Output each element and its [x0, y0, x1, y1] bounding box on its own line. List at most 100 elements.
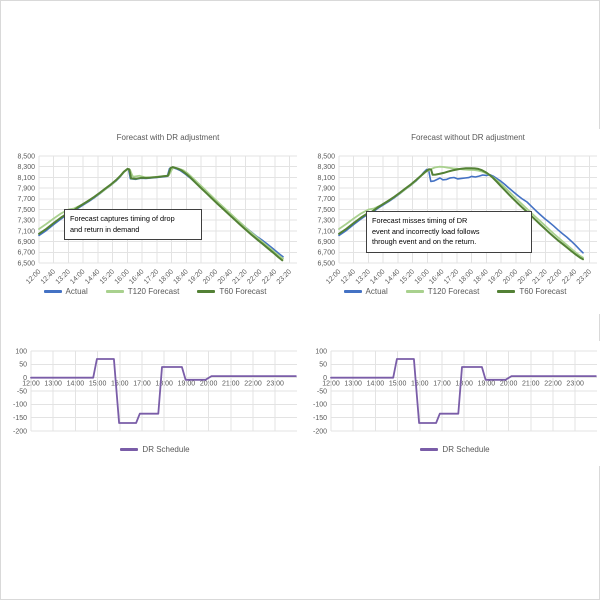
legend-label: Actual	[65, 287, 88, 296]
x-tick-label: 20:00	[200, 381, 218, 388]
y-tick-label: 8,300	[17, 164, 35, 171]
x-tick-label: 19:00	[178, 381, 196, 388]
legend-label: T60 Forecast	[219, 287, 267, 296]
legend: DR Schedule	[309, 445, 600, 454]
y-tick-label: 6,700	[17, 250, 35, 257]
y-tick-label: 7,700	[17, 196, 35, 203]
legend-item-t60-forecast: T60 Forecast	[197, 287, 266, 296]
chart-panel-dr-schedule-left: 100 50 0 -50 -100 -150 -200 12:00 13:00 14:00 15:0…	[9, 341, 301, 466]
y-tick-label: 100	[15, 348, 27, 355]
series-t60-forecast	[338, 167, 584, 261]
legend-label: Actual	[365, 287, 388, 296]
x-tick-label: 21:00	[222, 381, 240, 388]
chart-panel-forecast-with-dr: Forecast with DR adjustment 6,500 6,700 6,…	[9, 129, 301, 314]
dr-schedule-chart: 100 50 0 -50 -100 -150 -200 12:00 13:00 14:00 15:0…	[313, 348, 597, 435]
legend-item-dr-schedule: DR Schedule	[120, 445, 190, 454]
legend-marker-line	[420, 448, 439, 451]
y-tick-label: 100	[315, 348, 327, 355]
y-tick-label: 6,500	[17, 260, 35, 267]
x-tick-label: 18:00	[455, 381, 473, 388]
legend: Actual T120 Forecast T60 Forecast	[309, 287, 600, 296]
x-tick-label: 20:00	[500, 381, 518, 388]
x-tick-label: 15:00	[389, 381, 407, 388]
y-tick-label: 7,900	[317, 186, 335, 193]
legend-item-dr-schedule: DR Schedule	[420, 445, 490, 454]
x-tick-label: 15:00	[89, 381, 107, 388]
legend-marker-line	[405, 290, 424, 293]
legend-item-t120-forecast: T120 Forecast	[405, 287, 480, 296]
line-chart-without-dr: 6,500 6,700 6,900 7,100 7,300 7,500 7,700 7,900…	[317, 153, 597, 284]
x-tick-label: 13:00	[44, 381, 62, 388]
x-tick-label: 14:00	[367, 381, 385, 388]
y-tick-label: 8,500	[317, 153, 335, 160]
legend-label: T120 Forecast	[427, 287, 480, 296]
y-tick-label: -100	[13, 402, 27, 409]
x-tick-label: 21:00	[522, 381, 540, 388]
x-tick-label: 23:00	[566, 381, 584, 388]
x-tick-label: 13:00	[344, 381, 362, 388]
y-tick-label: -200	[13, 428, 27, 435]
x-tick-label: 16:00	[111, 381, 129, 388]
legend-marker-line	[120, 448, 139, 451]
dr-schedule-chart: 100 50 0 -50 -100 -150 -200 12:00 13:00 14:00 15:0…	[13, 348, 297, 435]
legend-item-actual: Actual	[43, 287, 88, 296]
x-tick-label: 23:00	[266, 381, 284, 388]
x-tick-label: 17:00	[433, 381, 451, 388]
x-tick-label: 23:20	[276, 268, 293, 284]
legend-item-t60-forecast: T60 Forecast	[497, 287, 566, 296]
legend-label: T60 Forecast	[519, 287, 567, 296]
x-tick-label: 22:00	[544, 381, 562, 388]
line-chart-with-dr: 6,500 6,700 6,900 7,100 7,300 7,500 7,700 7,900…	[17, 153, 297, 284]
y-tick-label: 0	[23, 375, 27, 382]
y-tick-label: 7,900	[17, 186, 35, 193]
annotation-box: Forecast captures timing of drop and ret…	[64, 209, 202, 241]
x-tick-label: 16:00	[411, 381, 429, 388]
legend-marker-line	[43, 290, 62, 293]
y-tick-label: -150	[13, 415, 27, 422]
y-tick-label: -50	[317, 388, 327, 395]
legend: DR Schedule	[9, 445, 301, 454]
x-tick-label: 22:00	[244, 381, 262, 388]
y-tick-label: -100	[313, 402, 327, 409]
x-tick-label: 19:00	[478, 381, 496, 388]
y-tick-label: 7,300	[17, 218, 35, 225]
y-tick-label: 6,900	[17, 239, 35, 246]
legend-marker-line	[105, 290, 124, 293]
annotation-box: Forecast misses timing of DR event and i…	[366, 211, 532, 253]
y-tick-label: 8,100	[317, 175, 335, 182]
y-tick-label: 7,700	[317, 196, 335, 203]
y-tick-label: 8,300	[317, 164, 335, 171]
x-tick-label: 14:00	[67, 381, 85, 388]
y-tick-label: 8,500	[17, 153, 35, 160]
chart-title: Forecast with DR adjustment	[116, 133, 220, 142]
y-tick-label: 0	[323, 375, 327, 382]
y-tick-label: -50	[17, 388, 27, 395]
legend-marker-line	[497, 290, 516, 293]
x-tick-label: 12:00	[322, 381, 340, 388]
x-tick-label: 23:20	[576, 268, 593, 284]
chart-title: Forecast without DR adjustment	[411, 133, 525, 142]
legend-label: DR Schedule	[442, 445, 490, 454]
legend-item-actual: Actual	[343, 287, 388, 296]
series-t60-forecast	[38, 166, 284, 262]
y-tick-label: 6,700	[317, 250, 335, 257]
y-tick-label: -150	[313, 415, 327, 422]
legend-marker-line	[343, 290, 362, 293]
x-tick-label: 17:00	[133, 381, 151, 388]
chart-panel-dr-schedule-right: 100 50 0 -50 -100 -150 -200 12:00 13:00 14:00 15:0…	[309, 341, 600, 466]
legend-item-t120-forecast: T120 Forecast	[105, 287, 179, 296]
y-tick-label: 7,100	[317, 228, 335, 235]
x-tick-label: 12:00	[22, 381, 40, 388]
y-tick-label: 7,500	[317, 207, 335, 214]
y-tick-label: -200	[313, 428, 327, 435]
y-tick-label: 7,500	[17, 207, 35, 214]
y-tick-label: 6,500	[317, 260, 335, 267]
y-tick-label: 6,900	[317, 239, 335, 246]
x-tick-label: 18:00	[155, 381, 173, 388]
legend-marker-line	[197, 290, 216, 293]
series-dr-schedule	[330, 358, 597, 424]
y-tick-label: 8,100	[17, 175, 35, 182]
y-tick-label: 7,300	[317, 218, 335, 225]
chart-panel-forecast-without-dr: Forecast without DR adjustment 6,500 6,70…	[309, 129, 600, 314]
